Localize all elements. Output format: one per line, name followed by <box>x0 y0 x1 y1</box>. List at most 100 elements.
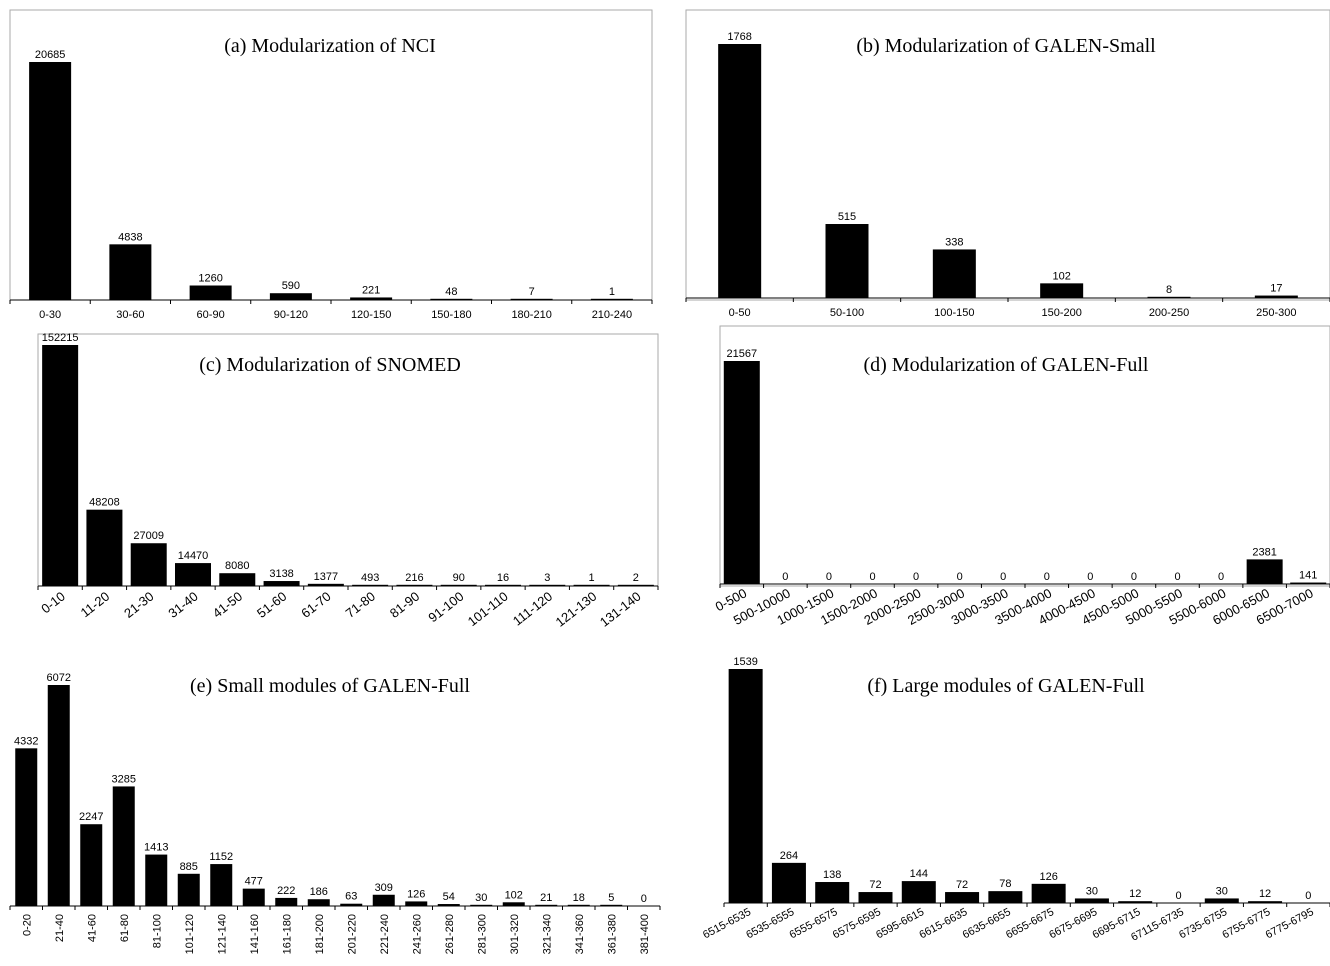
x-tick-label: 250-300 <box>1256 307 1296 319</box>
x-tick-label: 341-360 <box>574 914 586 954</box>
data-label: 6072 <box>47 672 71 684</box>
data-label: 3285 <box>112 773 136 785</box>
data-label: 30 <box>475 892 487 904</box>
chart-title: (d) Modularization of GALEN-Full <box>864 354 1149 376</box>
x-tick-label: 0-50 <box>729 307 751 319</box>
bar <box>510 298 553 300</box>
data-label: 126 <box>407 888 425 900</box>
x-tick-label: 81-90 <box>387 589 422 621</box>
bar <box>728 669 763 903</box>
data-label: 0 <box>869 571 875 583</box>
bar <box>145 854 168 906</box>
data-label: 8080 <box>225 560 249 572</box>
bar <box>437 904 460 906</box>
x-tick-label: 91-100 <box>425 589 466 626</box>
chart-title: (b) Modularization of GALEN-Small <box>856 35 1156 57</box>
bar <box>988 891 1023 903</box>
data-label: 1152 <box>209 851 233 863</box>
x-tick-label: 150-200 <box>1041 307 1081 319</box>
data-label: 0 <box>1044 571 1050 583</box>
data-label: 63 <box>345 891 357 903</box>
bar <box>15 748 38 906</box>
chart-title: (c) Modularization of SNOMED <box>199 354 461 376</box>
bar <box>1118 901 1153 903</box>
x-tick-label: 0-20 <box>21 914 33 936</box>
x-tick-label: 301-320 <box>509 914 521 954</box>
bar <box>307 583 344 586</box>
data-label: 138 <box>823 869 841 881</box>
x-tick-label: 101-120 <box>184 914 196 954</box>
x-tick-label: 161-180 <box>281 914 293 954</box>
x-tick-label: 31-40 <box>165 589 200 621</box>
data-label: 0 <box>1175 890 1181 902</box>
x-tick-label: 30-60 <box>116 309 144 321</box>
bar <box>219 573 256 586</box>
data-label: 0 <box>641 893 647 905</box>
bar <box>600 904 623 906</box>
x-tick-label: 6735-6755 <box>1177 906 1229 941</box>
x-tick-label: 131-140 <box>597 589 644 630</box>
x-tick-label: 321-340 <box>541 914 553 954</box>
bar <box>1254 295 1298 298</box>
data-label: 0 <box>1174 571 1180 583</box>
data-label: 48208 <box>89 497 120 509</box>
bar <box>177 873 200 906</box>
bar <box>189 285 232 300</box>
data-label: 2 <box>633 572 639 584</box>
bar <box>1040 283 1084 298</box>
bar <box>440 584 477 586</box>
bar <box>485 584 521 586</box>
x-tick-label: 381-400 <box>639 914 651 954</box>
bar <box>1204 898 1239 903</box>
bar <box>263 581 300 586</box>
data-label: 5 <box>608 892 614 904</box>
x-tick-label: 71-80 <box>343 589 378 621</box>
bar <box>42 345 79 586</box>
x-tick-label: 81-100 <box>151 914 163 948</box>
data-label: 1377 <box>314 571 338 583</box>
bar <box>175 563 211 586</box>
x-tick-label: 180-210 <box>511 309 551 321</box>
data-label: 141 <box>1299 570 1317 582</box>
x-tick-label: 0-30 <box>39 309 61 321</box>
bar <box>430 298 473 300</box>
x-tick-label: 6575-6595 <box>831 906 883 941</box>
bar <box>340 903 363 906</box>
data-label: 152215 <box>42 332 79 344</box>
x-tick-label: 6555-6575 <box>788 906 840 941</box>
data-label: 72 <box>956 879 968 891</box>
x-tick-label: 120-150 <box>351 309 391 321</box>
data-label: 54 <box>443 891 455 903</box>
x-tick-label: 0-10 <box>38 589 68 617</box>
chart-title: (e) Small modules of GALEN-Full <box>190 675 470 697</box>
bar <box>47 685 70 906</box>
x-tick-label: 41-60 <box>86 914 98 942</box>
data-label: 30 <box>1086 885 1098 897</box>
bar <box>535 904 558 906</box>
bar <box>350 297 393 300</box>
data-label: 3138 <box>269 568 293 580</box>
bar <box>529 584 566 586</box>
data-label: 8 <box>1166 284 1172 296</box>
bar <box>590 298 633 300</box>
data-label: 309 <box>375 882 393 894</box>
bar <box>112 786 135 906</box>
x-tick-label: 111-120 <box>510 589 555 629</box>
bar <box>723 361 760 584</box>
data-label: 48 <box>445 286 457 298</box>
bar <box>372 894 395 906</box>
data-label: 1768 <box>727 31 751 43</box>
data-label: 72 <box>869 879 881 891</box>
x-tick-label: 50-100 <box>830 307 864 319</box>
data-label: 102 <box>1052 270 1070 282</box>
data-label: 78 <box>999 878 1011 890</box>
bar <box>130 543 167 586</box>
data-label: 493 <box>361 572 379 584</box>
bar <box>815 882 850 903</box>
data-label: 4838 <box>118 231 142 243</box>
bar <box>771 862 806 903</box>
bar <box>1246 559 1283 584</box>
bar <box>858 892 893 903</box>
bar <box>1031 883 1066 903</box>
data-label: 515 <box>838 211 856 223</box>
